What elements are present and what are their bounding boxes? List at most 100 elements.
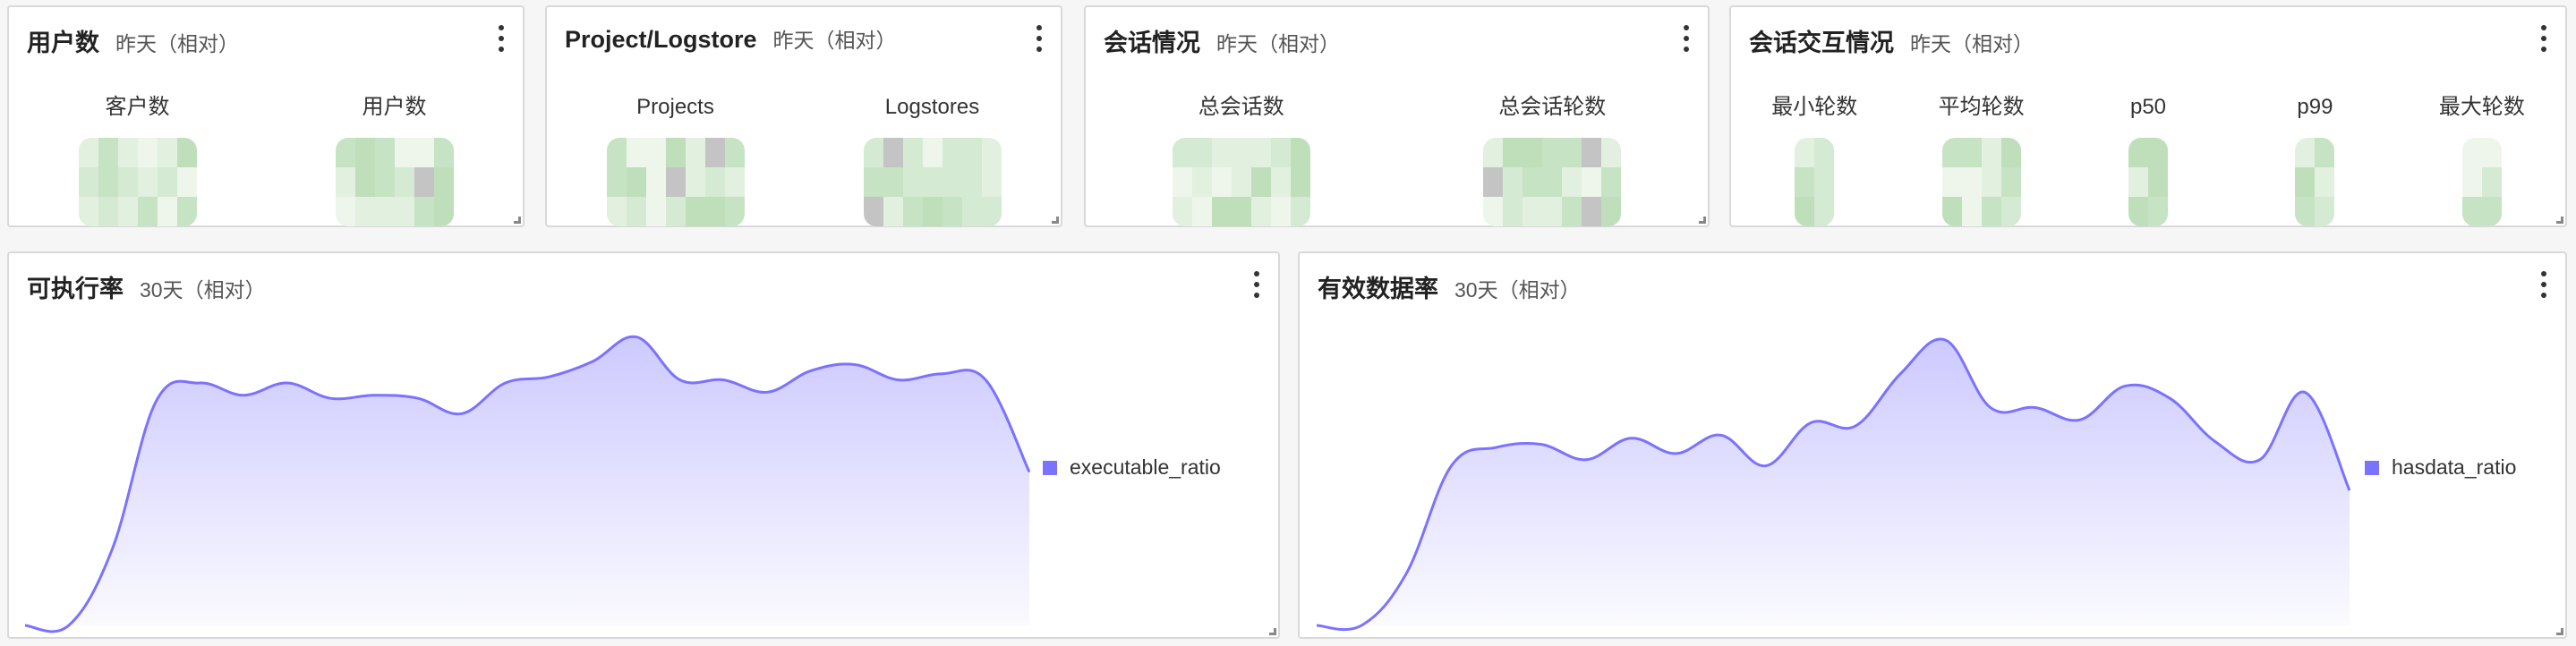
data-point[interactable] xyxy=(1446,461,1457,472)
data-point[interactable] xyxy=(1805,418,1816,429)
resize-handle-icon[interactable] xyxy=(1052,217,1059,224)
data-point[interactable] xyxy=(238,390,249,401)
data-point[interactable] xyxy=(2164,393,2175,404)
data-point[interactable] xyxy=(675,375,686,386)
data-point[interactable] xyxy=(587,356,598,367)
data-point[interactable] xyxy=(1401,568,1412,579)
series-line[interactable] xyxy=(1316,337,2351,632)
data-point[interactable] xyxy=(64,620,74,631)
data-point[interactable] xyxy=(631,332,642,343)
data-point[interactable] xyxy=(936,369,947,379)
data-point[interactable] xyxy=(1024,467,1035,478)
data-point[interactable] xyxy=(20,620,30,631)
mosaic-cell xyxy=(961,138,982,167)
data-point[interactable] xyxy=(1625,433,1636,444)
time-range[interactable]: 30天（相对） xyxy=(1454,278,1581,302)
data-point[interactable] xyxy=(893,375,904,386)
legend-item[interactable]: hasdata_ratio xyxy=(2365,455,2516,480)
mosaic-cell xyxy=(176,197,197,226)
data-point[interactable] xyxy=(456,408,467,419)
data-point[interactable] xyxy=(194,378,205,388)
mosaic-cell xyxy=(685,167,705,197)
data-point[interactable] xyxy=(282,378,293,388)
data-point[interactable] xyxy=(1940,335,1950,345)
redacted-value xyxy=(606,138,745,226)
data-point[interactable] xyxy=(849,359,860,370)
mosaic-cell xyxy=(626,197,646,226)
data-point[interactable] xyxy=(2209,436,2220,446)
data-point[interactable] xyxy=(325,393,336,404)
mosaic-cell xyxy=(1542,167,1563,197)
time-range[interactable]: 昨天（相对） xyxy=(1910,32,2034,55)
data-point[interactable] xyxy=(1850,421,1861,431)
more-vertical-icon[interactable] xyxy=(1034,25,1045,52)
mosaic-cell xyxy=(863,138,883,167)
mosaic-cell xyxy=(433,197,454,226)
mosaic-cell xyxy=(394,197,414,226)
resize-handle-icon[interactable] xyxy=(2556,628,2563,635)
data-point[interactable] xyxy=(1985,402,1996,412)
mosaic-cell xyxy=(704,167,725,197)
mosaic-cell xyxy=(374,167,395,197)
card-title: 会话情况 xyxy=(1104,30,1200,56)
data-point[interactable] xyxy=(2344,485,2355,496)
data-point[interactable] xyxy=(2299,387,2310,397)
mosaic-cell xyxy=(942,197,962,226)
data-point[interactable] xyxy=(1491,442,1502,453)
data-point[interactable] xyxy=(1670,448,1681,459)
mosaic-cell xyxy=(606,197,627,226)
resize-handle-icon[interactable] xyxy=(1699,217,1706,224)
more-vertical-icon[interactable] xyxy=(2538,271,2549,298)
time-range[interactable]: 昨天（相对） xyxy=(115,32,239,55)
more-vertical-icon[interactable] xyxy=(1681,25,1692,52)
stat-label: 客户数 xyxy=(105,95,170,119)
resize-handle-icon[interactable] xyxy=(1269,628,1276,635)
data-point[interactable] xyxy=(1536,439,1547,450)
data-point[interactable] xyxy=(107,543,118,554)
more-vertical-icon[interactable] xyxy=(2538,25,2549,52)
data-point[interactable] xyxy=(1761,461,1771,472)
data-point[interactable] xyxy=(2120,380,2130,391)
data-point[interactable] xyxy=(413,393,423,404)
mosaic-cell xyxy=(626,167,646,197)
time-range[interactable]: 昨天（相对） xyxy=(1216,32,1340,55)
mosaic-cell xyxy=(335,197,355,226)
data-point[interactable] xyxy=(500,378,511,388)
data-point[interactable] xyxy=(762,387,772,397)
data-point[interactable] xyxy=(1311,620,1322,631)
more-vertical-icon[interactable] xyxy=(496,25,507,52)
mosaic-cell xyxy=(1795,167,1815,197)
mosaic-cell xyxy=(645,197,666,226)
data-point[interactable] xyxy=(1581,455,1591,465)
data-point[interactable] xyxy=(2030,402,2041,412)
mosaic-cell xyxy=(1250,138,1271,167)
data-point[interactable] xyxy=(719,375,729,386)
data-point[interactable] xyxy=(806,365,816,376)
mosaic-cell xyxy=(2148,138,2169,167)
mosaic-cell xyxy=(665,197,686,226)
data-point[interactable] xyxy=(369,390,380,401)
redacted-value xyxy=(1483,138,1622,226)
resize-handle-icon[interactable] xyxy=(2556,217,2563,224)
time-range[interactable]: 昨天（相对） xyxy=(772,29,897,52)
legend-item[interactable]: executable_ratio xyxy=(1043,455,1221,480)
mosaic-cell xyxy=(1290,138,1310,167)
mosaic-cell xyxy=(1191,138,1212,167)
data-point[interactable] xyxy=(1356,620,1367,631)
mosaic-cell xyxy=(1542,197,1563,226)
data-point[interactable] xyxy=(2075,414,2086,425)
mosaic-cell xyxy=(961,167,982,197)
mosaic-cell xyxy=(2148,197,2169,226)
resize-handle-icon[interactable] xyxy=(514,217,521,224)
mosaic-cell xyxy=(1562,138,1582,167)
data-point[interactable] xyxy=(2255,455,2265,465)
data-point[interactable] xyxy=(980,375,991,386)
more-vertical-icon[interactable] xyxy=(1251,271,1262,298)
time-range[interactable]: 30天（相对） xyxy=(140,278,266,302)
data-point[interactable] xyxy=(1895,369,1906,379)
data-point[interactable] xyxy=(150,396,161,407)
series-line[interactable] xyxy=(24,335,1031,633)
mosaic-cell xyxy=(354,167,375,197)
data-point[interactable] xyxy=(543,371,554,382)
data-point[interactable] xyxy=(1716,429,1727,440)
